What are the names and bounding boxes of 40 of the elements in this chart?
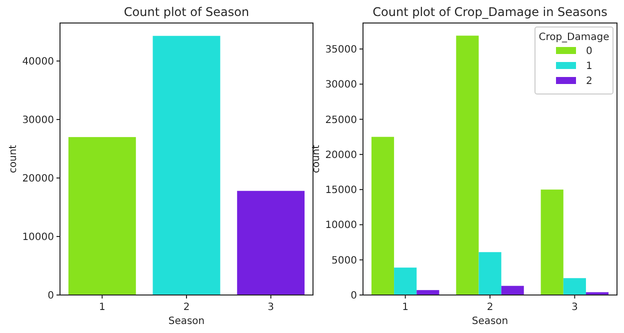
x-tick-label: 3 <box>268 302 274 313</box>
y-tick-label: 30000 <box>22 115 54 126</box>
bar <box>394 268 417 295</box>
x-tick-label: 2 <box>486 302 494 313</box>
x-axis-title: Season <box>168 316 205 327</box>
bar <box>456 36 479 295</box>
x-axis-title: Season <box>472 316 508 327</box>
bar <box>478 252 502 295</box>
y-tick-label: 10000 <box>22 232 54 244</box>
bar <box>540 190 564 295</box>
bar <box>501 286 524 295</box>
y-axis-title: count <box>8 144 19 174</box>
x-tick-label: 1 <box>402 302 409 313</box>
x-tick-label: 1 <box>98 302 106 313</box>
legend-label: 1 <box>586 61 592 72</box>
legend-title: Crop_Damage <box>538 32 610 43</box>
x-tick-label: 2 <box>183 302 190 313</box>
bar <box>68 137 136 295</box>
bar <box>371 136 394 295</box>
y-tick-label: 5000 <box>332 255 357 266</box>
chart-title: Count plot of Season <box>124 5 250 19</box>
y-tick-label: 0 <box>350 290 357 302</box>
y-tick-label: 15000 <box>325 185 357 196</box>
y-tick-label: 0 <box>48 290 54 302</box>
bar <box>152 36 220 295</box>
y-axis-title: count <box>311 144 322 174</box>
x-tick-label: 3 <box>571 302 578 313</box>
bar <box>416 290 440 295</box>
bar <box>563 278 586 295</box>
y-tick-label: 40000 <box>22 56 54 68</box>
chart-title: Count plot of Crop_Damage in Seasons <box>372 5 608 19</box>
y-tick-label: 30000 <box>325 80 357 91</box>
y-tick-label: 35000 <box>325 44 357 56</box>
y-tick-label: 20000 <box>325 150 357 161</box>
legend-label: 2 <box>586 76 592 87</box>
y-tick-label: 20000 <box>22 174 54 185</box>
legend-label: 0 <box>586 46 592 57</box>
bar <box>237 190 305 295</box>
y-tick-label: 10000 <box>325 220 357 232</box>
y-tick-label: 25000 <box>325 114 357 126</box>
